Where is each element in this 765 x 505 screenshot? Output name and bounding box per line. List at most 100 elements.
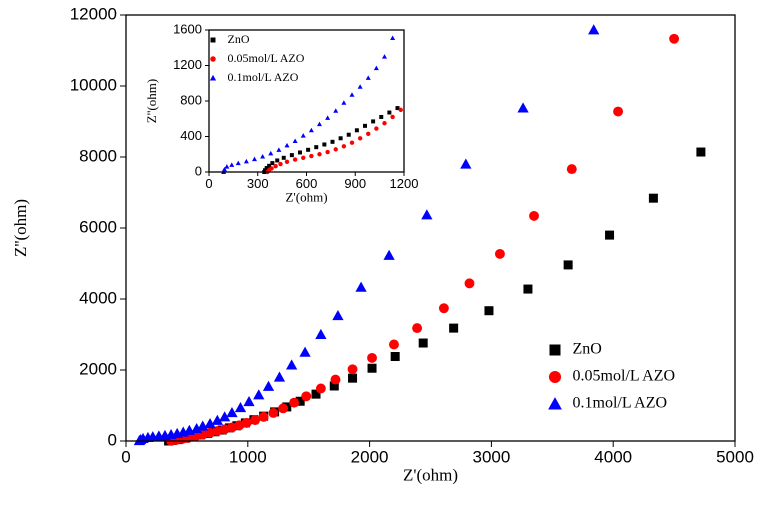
data-point [235,160,241,166]
x-tick-label: 1000 [229,448,267,467]
data-point [517,102,529,113]
data-point [286,359,298,370]
data-point [379,114,384,119]
data-point [289,153,294,158]
data-point [449,323,459,333]
data-point [389,339,399,350]
data-point [311,389,321,399]
data-point [224,164,230,169]
data-point [268,150,274,156]
data-point [300,133,306,138]
x-tick-label: 3000 [472,448,510,467]
data-point [348,373,358,383]
data-point [387,110,392,115]
data-point [460,158,472,169]
data-point [383,249,395,260]
data-point [347,364,358,375]
y-tick-label: 2000 [79,359,117,378]
data-point [349,92,355,97]
data-point [211,414,223,425]
legend-marker [210,56,216,62]
legend-label: ZnO [228,32,250,46]
data-point [367,363,377,373]
data-point [241,417,252,428]
data-point [298,150,302,155]
legend-marker [209,74,217,81]
data-point [669,33,680,44]
legend-marker [548,370,562,384]
y-tick-label: 0 [108,430,117,449]
data-point [250,415,261,426]
data-point [484,306,494,316]
data-point [243,395,255,407]
data-point [315,328,327,339]
data-point [346,132,351,137]
y-axis-label: Z''(ohm) [144,79,159,123]
data-point [284,159,290,164]
data-point [563,260,573,270]
x-tick-label: 1200 [390,176,419,191]
data-point [268,408,279,418]
y-tick-label: 12000 [70,4,117,23]
data-point [308,127,314,133]
data-point [354,128,359,133]
data-point [494,248,505,259]
x-tick-label: 4000 [594,448,632,467]
data-point [264,166,269,171]
legend-marker [549,344,561,356]
data-point [270,161,275,166]
data-point [355,281,367,292]
data-point [309,153,314,159]
x-tick-label: 5000 [716,448,754,467]
data-point [367,352,377,363]
legend-marker [548,397,562,410]
data-point [418,338,428,348]
data-point [398,107,403,113]
data-point [269,166,274,171]
data-point [278,161,283,167]
y-axis-label: Z''(ohm) [11,199,30,257]
data-point [295,396,305,406]
data-point [325,115,331,120]
data-point [341,144,347,149]
data-point [325,149,330,155]
x-axis-label: Z'(ohm) [403,466,458,485]
data-point [263,168,268,173]
x-tick-label: 2000 [351,448,389,467]
data-point [219,411,231,422]
data-point [267,163,272,168]
data-point [317,152,322,157]
y-tick-label: 4000 [79,288,117,307]
data-point [373,65,379,71]
data-point [258,411,269,422]
data-point [273,371,286,382]
data-point [260,153,266,159]
data-point [221,166,227,172]
data-point [243,158,249,164]
data-point [281,155,286,160]
data-point [696,147,706,157]
y-tick-label: 400 [180,128,202,143]
data-point [278,403,289,414]
data-point [333,108,339,113]
data-point [252,156,257,162]
data-point [284,142,290,148]
data-point [301,391,312,402]
data-point [317,121,322,127]
data-point [566,164,577,175]
data-point [333,147,338,152]
x-tick-label: 900 [344,176,366,191]
y-tick-label: 1200 [173,57,202,72]
y-tick-label: 10000 [70,75,117,94]
data-point [292,138,298,143]
legend-label: 0.1mol/L AZO [573,395,668,412]
data-point [314,145,319,150]
x-tick-label: 0 [121,448,130,467]
data-point [363,123,367,128]
data-point [226,406,238,418]
data-point [357,84,363,89]
data-point [330,374,341,385]
y-tick-label: 8000 [79,146,117,165]
legend-label: 0.05mol/L AZO [228,51,305,65]
